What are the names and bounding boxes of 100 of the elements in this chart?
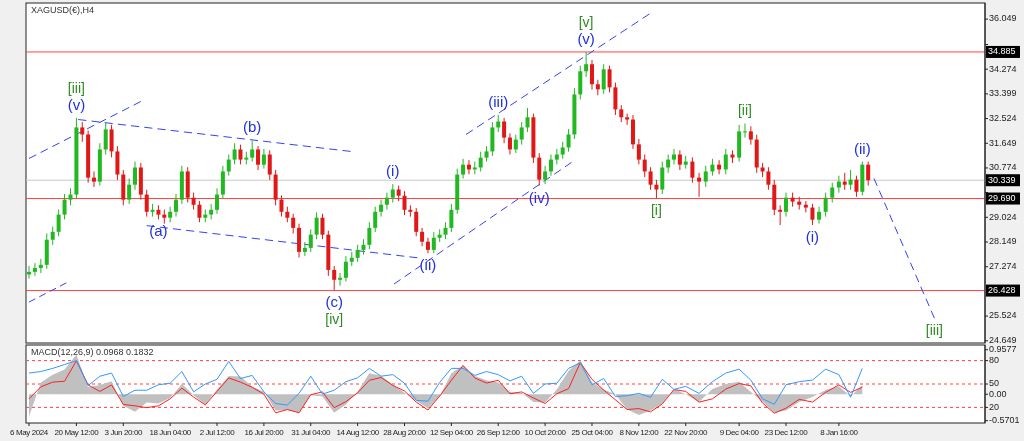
candlestick	[32, 262, 37, 277]
y-tick-label: 0.9577	[989, 344, 1017, 355]
candlestick	[519, 121, 524, 146]
candlestick	[502, 117, 507, 144]
y-tick-label: 36.049	[989, 13, 1017, 24]
candlestick	[226, 154, 231, 177]
candlestick	[56, 209, 61, 237]
candlestick	[220, 165, 225, 199]
candlestick	[115, 145, 120, 181]
candlestick	[127, 178, 132, 205]
x-tick-label: 8 Nov 12:00	[619, 428, 660, 437]
candlestick	[402, 190, 407, 216]
candlestick	[478, 151, 483, 172]
candlestick	[144, 189, 149, 218]
y-tick-label: 27.274	[989, 261, 1017, 272]
candlestick	[461, 158, 466, 179]
candlestick	[854, 175, 859, 198]
x-tick-label: 31 Jul 04:00	[291, 428, 332, 437]
x-tick-label: 8 Jan 16:00	[820, 428, 859, 437]
candlestick	[537, 152, 542, 187]
candlestick	[589, 59, 594, 91]
candlestick	[607, 65, 612, 93]
candlestick	[320, 213, 325, 240]
candlestick	[743, 122, 747, 139]
annotation: [iii]	[67, 79, 85, 96]
y-tick-label: 34.274	[989, 63, 1017, 74]
candlestick	[817, 206, 822, 225]
candlestick	[642, 154, 647, 178]
annotation: (ii)	[419, 256, 437, 274]
x-tick-label: 18 Jun 04:00	[149, 428, 192, 437]
annotation: (i)	[805, 228, 820, 246]
candlestick	[50, 225, 55, 246]
candlestick	[267, 149, 272, 181]
candlestick	[390, 183, 395, 203]
candlestick	[38, 258, 43, 274]
x-tick-label: 20 May 12:00	[54, 428, 100, 437]
y-tick-label: 24.649	[989, 335, 1017, 346]
x-tick-label: 16 Jul 20:00	[244, 428, 285, 437]
y-tick-label: 30.774	[989, 162, 1017, 173]
x-tick-label: 9 Dec 04:00	[719, 428, 760, 437]
candlestick	[279, 194, 284, 218]
candlestick	[297, 223, 302, 259]
annotation: [v]	[578, 13, 594, 30]
candlestick	[232, 142, 237, 165]
candlestick	[133, 161, 137, 191]
ref-line-label: 29.690	[988, 192, 1016, 203]
candlestick	[748, 125, 753, 146]
candlestick	[414, 207, 419, 237]
candlestick	[784, 192, 789, 218]
candlestick	[490, 121, 495, 157]
candlestick	[291, 213, 296, 235]
candlestick	[343, 255, 348, 282]
candlestick	[215, 187, 220, 215]
y-tick-label: 31.649	[989, 137, 1017, 148]
candlestick	[379, 199, 384, 218]
candlestick	[507, 132, 512, 156]
x-tick-label: 14 Aug 12:00	[336, 428, 380, 437]
candlestick	[660, 161, 665, 195]
candlestick	[308, 228, 313, 253]
candlestick	[823, 192, 828, 218]
candlestick	[525, 107, 530, 133]
x-tick-label: 12 Sep 04:00	[429, 428, 474, 437]
candlestick	[103, 121, 108, 156]
candlestick	[513, 134, 518, 154]
chart-title: MACD(12,26,9) 0.0968 0.1832	[31, 347, 154, 357]
candlestick	[80, 121, 85, 143]
x-tick-label: 3 Jun 20:00	[104, 428, 143, 437]
candlestick	[449, 203, 454, 233]
candlestick	[314, 211, 319, 240]
candlestick	[703, 165, 708, 188]
x-tick-label: 28 Aug 20:00	[383, 428, 427, 437]
y-tick-label: 0.00	[989, 388, 1007, 399]
candlestick	[584, 51, 589, 78]
y2-tick-label: 50	[989, 378, 1000, 389]
y-tick-label: -0.5701	[989, 415, 1020, 426]
annotation: [i]	[650, 201, 662, 218]
candlestick	[373, 206, 378, 233]
candlestick	[648, 166, 653, 191]
annotation: (iii)	[488, 92, 509, 110]
annotation: [iv]	[325, 311, 344, 328]
candlestick	[830, 182, 835, 203]
annotation: (ii)	[853, 139, 871, 157]
candlestick	[543, 165, 548, 185]
annotation: (c)	[325, 293, 343, 311]
candlestick	[256, 145, 261, 171]
candlestick	[636, 138, 641, 165]
candlestick	[302, 241, 307, 257]
y-tick-label: 29.024	[989, 211, 1017, 222]
annotation: [iii]	[925, 321, 943, 338]
candlestick	[578, 65, 583, 100]
candlestick	[91, 170, 96, 188]
candlestick	[109, 124, 114, 158]
x-tick-label: 22 Nov 20:00	[664, 428, 709, 437]
ref-line-label: 26.428	[988, 284, 1016, 295]
candlestick	[174, 193, 179, 218]
candlestick	[431, 231, 436, 254]
annotation: (a)	[149, 222, 168, 240]
y-tick-label: 25.524	[989, 310, 1017, 321]
x-tick-label: 6 May 2024	[10, 428, 49, 437]
x-tick-label: 10 Oct 20:00	[524, 428, 567, 437]
